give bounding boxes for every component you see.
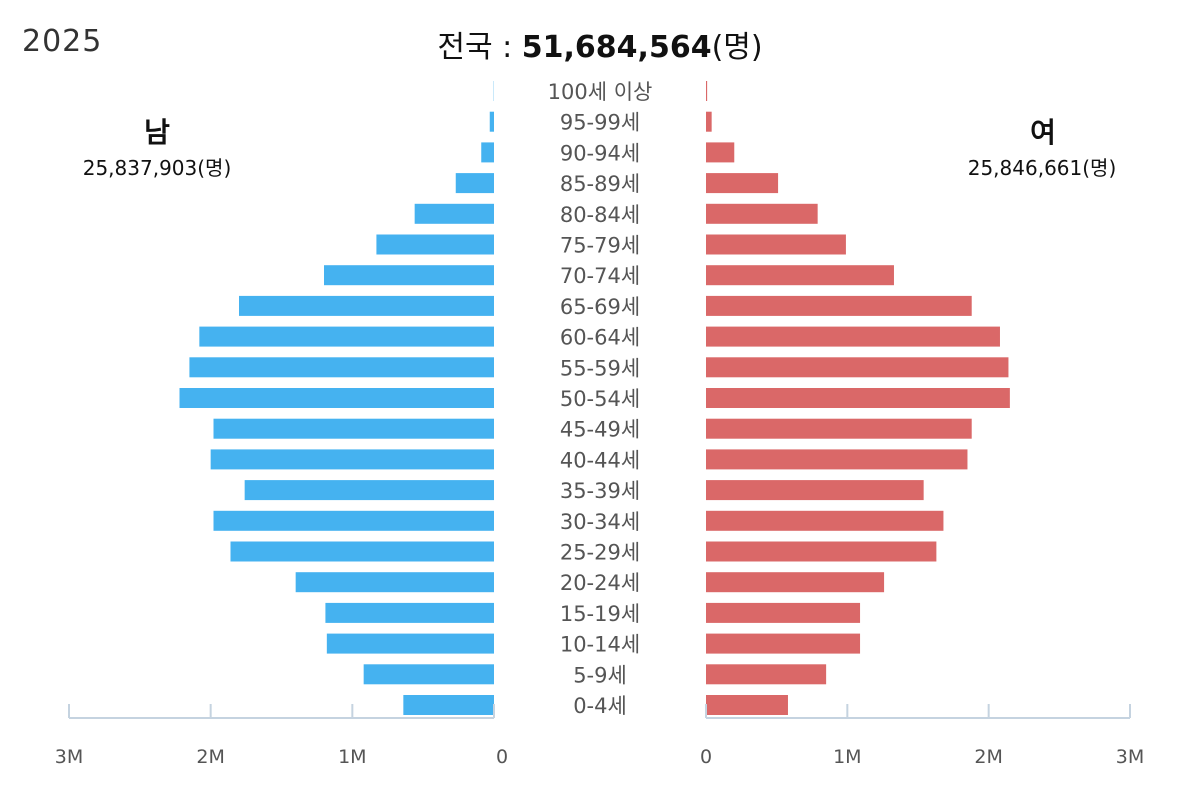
title-total-value: 51,684,564 — [521, 30, 712, 65]
male-bar — [189, 357, 494, 378]
male-bar — [403, 695, 494, 715]
age-group-label: 45-49세 — [560, 418, 640, 442]
age-group-label: 35-39세 — [560, 479, 640, 503]
age-group-label: 30-34세 — [560, 510, 640, 534]
male-tick-label: 2M — [196, 746, 224, 768]
male-bar — [324, 265, 494, 286]
female-bar — [706, 265, 894, 286]
age-group-label: 5-9세 — [573, 663, 627, 687]
age-group-label: 20-24세 — [560, 571, 640, 595]
age-group-label: 55-59세 — [560, 356, 640, 380]
male-bar — [325, 602, 494, 623]
female-bar — [706, 357, 1009, 378]
age-group-label: 85-89세 — [560, 172, 640, 196]
male-tick-label: 0 — [496, 746, 508, 768]
male-bar — [210, 449, 494, 470]
female-bar — [706, 234, 846, 255]
female-bar — [706, 480, 924, 501]
female-tick-label: 3M — [1116, 746, 1144, 768]
female-label: 여 — [1030, 116, 1056, 149]
title-prefix: 전국 : — [437, 30, 522, 65]
age-group-label: 75-79세 — [560, 234, 640, 258]
female-bar — [706, 326, 1000, 347]
male-bar — [244, 480, 494, 501]
male-bar — [239, 295, 494, 316]
female-tick-label: 2M — [974, 746, 1002, 768]
age-group-label: 0-4세 — [573, 694, 627, 718]
female-bar — [706, 81, 708, 101]
age-group-label: 25-29세 — [560, 541, 640, 565]
age-group-label: 15-19세 — [560, 602, 640, 626]
female-bar — [706, 173, 779, 194]
male-bar — [489, 111, 494, 132]
chart-title: 전국 : 51,684,564(명) — [0, 22, 1200, 66]
male-bar — [199, 326, 495, 347]
age-group-label: 65-69세 — [560, 295, 640, 319]
male-bar — [481, 142, 494, 163]
male-bar — [376, 234, 494, 255]
female-bar — [706, 664, 827, 685]
age-group-label: 60-64세 — [560, 326, 640, 350]
female-bar — [706, 510, 944, 531]
female-bar — [706, 541, 937, 562]
female-bar — [706, 449, 968, 470]
age-group-label: 70-74세 — [560, 264, 640, 288]
age-group-label: 100세 이상 — [548, 80, 653, 104]
female-bar — [706, 572, 885, 593]
female-bar — [706, 633, 861, 654]
male-bar — [363, 664, 494, 685]
male-bar — [295, 572, 494, 593]
female-bar — [706, 388, 1010, 408]
male-bar — [213, 418, 494, 439]
age-group-label: 40-44세 — [560, 448, 640, 472]
male-label: 남 — [144, 116, 170, 149]
age-group-label: 10-14세 — [560, 633, 640, 657]
male-bar — [179, 388, 494, 408]
male-bar — [213, 510, 494, 531]
male-bar — [230, 541, 494, 562]
male-bar — [326, 633, 494, 654]
title-unit: (명) — [711, 30, 763, 65]
male-tick-label: 3M — [55, 746, 83, 768]
male-bar — [414, 203, 494, 224]
age-group-label: 80-84세 — [560, 203, 640, 227]
female-bar — [706, 142, 735, 163]
female-bar — [706, 295, 972, 316]
male-tick-label: 1M — [338, 746, 366, 768]
female-total: 25,846,661(명) — [967, 156, 1117, 180]
age-group-label: 50-54세 — [560, 387, 640, 411]
female-bar — [706, 695, 788, 715]
age-group-label: 95-99세 — [560, 111, 640, 135]
female-tick-label: 1M — [833, 746, 861, 768]
male-bar — [455, 173, 494, 194]
year-label: 2025 — [22, 24, 103, 59]
female-bar — [706, 602, 861, 623]
female-tick-label: 0 — [700, 746, 712, 768]
age-group-label: 90-94세 — [560, 141, 640, 165]
female-bar — [706, 203, 818, 224]
female-bar — [706, 418, 972, 439]
male-total: 25,837,903(명) — [82, 156, 232, 180]
female-bar — [706, 111, 712, 132]
